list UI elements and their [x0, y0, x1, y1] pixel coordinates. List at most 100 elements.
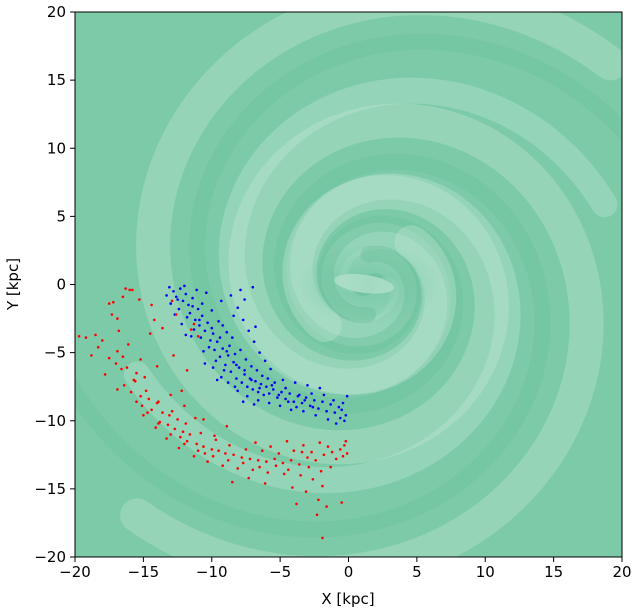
scatter-point	[269, 445, 272, 448]
scatter-point	[213, 434, 216, 438]
scatter-point	[226, 354, 230, 357]
y-tick-label: 0	[56, 276, 66, 294]
scatter-point	[232, 453, 235, 457]
scatter-point	[269, 367, 272, 371]
scatter-point	[266, 377, 270, 380]
scatter-point	[169, 393, 172, 397]
x-tick-label: −5	[269, 563, 291, 581]
scatter-point	[262, 393, 266, 397]
scatter-point	[220, 299, 223, 303]
scatter-point	[114, 362, 118, 365]
scatter-point	[284, 397, 287, 401]
scatter-point	[110, 313, 114, 316]
scatter-point	[222, 369, 226, 372]
scatter-point	[196, 307, 200, 311]
scatter-point	[298, 393, 301, 397]
scatter-point	[326, 418, 330, 421]
scatter-point	[202, 418, 205, 421]
scatter-point	[231, 480, 234, 484]
scatter-point	[128, 288, 131, 292]
scatter-point	[270, 384, 274, 387]
scatter-point	[143, 375, 146, 379]
scatter-point	[140, 404, 144, 408]
scatter-point	[339, 416, 342, 420]
scatter-point	[334, 457, 338, 461]
scatter-point	[165, 437, 168, 440]
scatter-point	[129, 390, 133, 394]
scatter-point	[90, 354, 93, 357]
scatter-point	[278, 404, 282, 408]
scatter-point	[289, 459, 293, 462]
scatter-point	[132, 378, 136, 382]
scatter-point	[256, 399, 260, 402]
scatter-point	[307, 465, 311, 469]
scatter-point	[325, 409, 328, 413]
scatter-point	[282, 472, 286, 476]
scatter-point	[311, 478, 315, 481]
x-tick-label: 10	[476, 563, 495, 581]
scatter-point	[157, 422, 160, 425]
scatter-point	[189, 328, 193, 331]
scatter-point	[116, 350, 119, 353]
scatter-point	[236, 467, 239, 470]
scatter-point	[302, 444, 305, 447]
scatter-point	[179, 435, 182, 439]
scatter-point	[254, 379, 257, 383]
spiral-arm	[120, 103, 604, 557]
scatter-point	[233, 385, 237, 389]
scatter-point	[231, 336, 234, 339]
x-axis-label: X [kpc]	[321, 590, 374, 608]
scatter-point	[198, 324, 201, 327]
scatter-point	[302, 409, 305, 413]
scatter-point	[339, 448, 342, 451]
scatter-point	[252, 340, 256, 344]
scatter-point	[254, 441, 257, 444]
scatter-point	[181, 299, 185, 303]
scatter-point	[157, 400, 160, 404]
scatter-point	[292, 449, 296, 453]
scatter-point	[228, 444, 231, 447]
y-tick-label: −5	[44, 344, 66, 362]
scatter-point	[185, 439, 189, 443]
scatter-point	[239, 288, 242, 292]
scatter-point	[263, 482, 267, 485]
scatter-point	[206, 321, 209, 325]
scatter-point	[241, 400, 245, 404]
x-tick-label: 0	[344, 563, 354, 581]
scatter-point	[209, 339, 212, 342]
scatter-point	[246, 394, 249, 398]
scatter-point	[299, 474, 302, 477]
y-tick-label: 10	[47, 139, 66, 157]
scatter-point	[192, 454, 196, 458]
scatter-point	[148, 332, 152, 335]
scatter-point	[124, 287, 127, 290]
scatter-point	[317, 498, 320, 502]
scatter-point	[287, 468, 290, 472]
scatter-point	[240, 381, 244, 384]
scatter-point	[189, 335, 193, 338]
scatter-point	[236, 306, 239, 310]
scatter-point	[261, 374, 264, 378]
scatter-point	[243, 373, 246, 376]
scatter-point	[272, 388, 275, 391]
scatter-point	[121, 355, 125, 359]
scatter-point	[259, 382, 263, 386]
scatter-point	[258, 465, 261, 469]
y-tick-label: 15	[47, 71, 66, 89]
scatter-point	[180, 389, 183, 393]
scatter-point	[142, 414, 145, 417]
scatter-point	[273, 381, 277, 384]
scatter-point	[317, 407, 320, 410]
scatter-point	[183, 404, 186, 408]
scatter-point	[180, 322, 183, 326]
scatter-point	[265, 385, 268, 389]
x-tick-label: −15	[128, 563, 160, 581]
scatter-point	[166, 423, 170, 427]
scatter-point	[329, 403, 333, 406]
scatter-point	[298, 463, 301, 466]
scatter-point	[314, 414, 318, 417]
y-tick-label: −20	[34, 548, 66, 566]
scatter-point	[125, 366, 129, 369]
scatter-point	[258, 351, 261, 354]
